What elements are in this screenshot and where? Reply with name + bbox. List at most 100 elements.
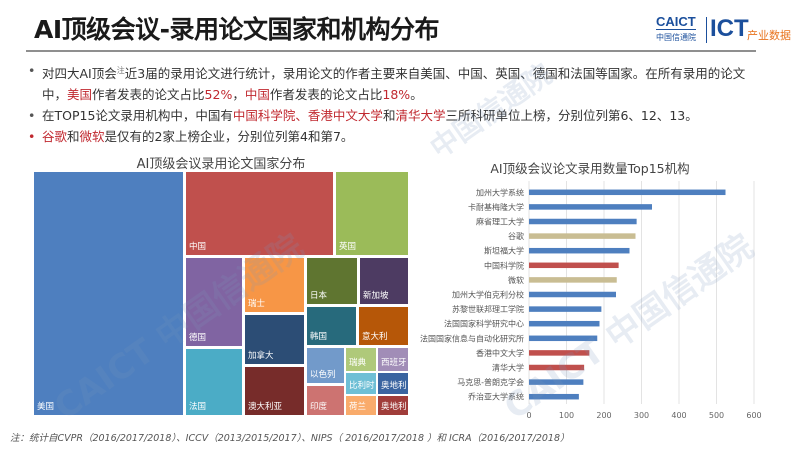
treemap-cell-label: 中国 xyxy=(189,242,207,252)
treemap-title: AI顶级会议录用论文国家分布 xyxy=(136,157,306,172)
bullet-text: 注 xyxy=(116,66,125,75)
bullet-item: 在TOP15论文录用机构中，中国有中国科学院、香港中文大学和清华大学三所科研单位… xyxy=(26,105,766,126)
bullet-text: 作者发表的论文占比 xyxy=(92,87,205,103)
treemap-cell-label: 荷兰 xyxy=(349,402,367,412)
bar xyxy=(529,306,602,312)
bar xyxy=(529,335,598,342)
treemap-cell: 日本 xyxy=(307,258,357,304)
highlight-text: 中国 xyxy=(244,87,270,103)
bar xyxy=(529,320,600,327)
y-category-label: 苏黎世联邦理工学院 xyxy=(452,304,524,314)
treemap-cell-label: 西班牙 xyxy=(381,358,407,368)
treemap-cell-label: 比利时 xyxy=(349,381,375,391)
treemap-cell: 以色列 xyxy=(307,348,344,383)
x-tick-label: 500 xyxy=(709,411,724,420)
bullet-text: 三所科研单位上榜，分别位列第6、12、13。 xyxy=(445,108,698,124)
treemap-cell: 奥地利 xyxy=(378,373,408,394)
bullet-text: 近3届的录用论文进行统计，录用论文的作者主要来自美国、中国、英国、德国和法国等国… xyxy=(42,66,746,103)
logo-ict-text: ICT xyxy=(710,15,749,42)
bar xyxy=(529,247,630,254)
treemap-cell: 荷兰 xyxy=(346,396,376,415)
y-category-label: 法国国家信息与自动化研究所 xyxy=(420,333,524,343)
treemap-cell: 英国 xyxy=(336,172,408,255)
bar xyxy=(529,350,590,356)
x-tick-label: 200 xyxy=(596,411,611,420)
bullet-text: 在TOP15论文录用机构中，中国有 xyxy=(42,108,233,124)
y-category-label: 麻省理工大学 xyxy=(476,217,524,227)
treemap-cell-label: 澳大利亚 xyxy=(248,402,283,412)
treemap-cell: 比利时 xyxy=(346,373,376,394)
bar xyxy=(529,291,616,298)
y-category-label: 微软 xyxy=(508,275,524,285)
highlight-text: 清华大学 xyxy=(395,108,446,124)
treemap-cell-label: 意大利 xyxy=(362,332,388,342)
treemap-cell-label: 加拿大 xyxy=(248,351,274,361)
bar xyxy=(529,189,726,196)
y-category-label: 马克思-普朗克学会 xyxy=(457,377,524,387)
bullet-text: 和 xyxy=(382,108,396,124)
logo-caict-text: CAICT xyxy=(656,14,696,30)
bar xyxy=(529,379,584,385)
treemap-cell: 瑞士 xyxy=(245,258,304,312)
y-category-label: 中国科学院 xyxy=(484,260,524,270)
treemap-cell-label: 韩国 xyxy=(310,332,328,342)
bullet-text: 。 xyxy=(410,87,423,103)
bar xyxy=(529,262,619,269)
highlight-text: 中国科学院、香港中文大学 xyxy=(232,108,383,124)
highlight-text: 谷歌 xyxy=(42,129,68,145)
treemap-cell-label: 日本 xyxy=(310,291,328,301)
x-tick-label: 600 xyxy=(746,411,761,420)
bar xyxy=(529,364,585,371)
bar xyxy=(529,218,637,225)
treemap-cell: 意大利 xyxy=(359,307,408,345)
summary-bullets: 对四大AI顶会注近3届的录用论文进行统计，录用论文的作者主要来自美国、中国、英国… xyxy=(26,60,766,147)
y-category-label: 谷歌 xyxy=(508,231,524,241)
bullet-item: 谷歌和微软是仅有的2家上榜企业，分别位列第4和第7。 xyxy=(26,126,766,147)
logo-divider xyxy=(706,17,707,43)
treemap-cell-label: 瑞典 xyxy=(349,358,367,368)
bullet-text: 是仅有的2家上榜企业，分别位列第4和第7。 xyxy=(104,129,354,145)
treemap-cell-label: 法国 xyxy=(189,402,207,412)
bar xyxy=(529,277,617,283)
y-category-label: 法国国家科学研究中心 xyxy=(444,319,524,329)
treemap-cell: 中国 xyxy=(186,172,333,255)
bar xyxy=(529,233,636,239)
treemap-cell: 澳大利亚 xyxy=(245,367,304,415)
x-tick-label: 0 xyxy=(526,411,531,420)
logo-industry-text: 产业数据 xyxy=(747,29,791,42)
treemap-cell: 印度 xyxy=(307,386,344,415)
y-category-label: 卡耐基梅隆大学 xyxy=(468,202,524,212)
treemap-cell: 西班牙 xyxy=(378,348,408,371)
treemap-cell-label: 英国 xyxy=(339,242,357,252)
bar xyxy=(529,204,652,210)
y-category-label: 斯坦福大学 xyxy=(484,246,524,256)
highlight-text: 18% xyxy=(382,87,411,103)
header-divider xyxy=(26,50,756,52)
y-category-label: 加州大学系统 xyxy=(476,187,524,197)
highlight-text: 52% xyxy=(204,87,233,103)
bullet-text: 作者发表的论文占比 xyxy=(269,87,383,103)
treemap-cell-label: 新加坡 xyxy=(363,291,389,301)
treemap-cell: 新加坡 xyxy=(360,258,408,304)
y-category-label: 清华大学 xyxy=(492,363,524,373)
y-category-label: 乔治亚大学系统 xyxy=(468,392,524,402)
treemap-cell: 加拿大 xyxy=(245,315,304,364)
treemap-cell-label: 奥地利 xyxy=(381,381,407,391)
treemap-cell: 美国 xyxy=(34,172,183,415)
bullet-text: 和 xyxy=(67,129,80,145)
treemap-cell: 奥地利 xyxy=(378,396,408,415)
highlight-text: 美国 xyxy=(67,87,93,103)
treemap-cell-label: 德国 xyxy=(189,333,207,343)
page-title: AI顶级会议-录用论文国家和机构分布 xyxy=(34,15,440,44)
bullet-item: 对四大AI顶会注近3届的录用论文进行统计，录用论文的作者主要来自美国、中国、英国… xyxy=(26,60,766,105)
footnote: 注：统计自CVPR（2016/2017/2018）、ICCV（2013/2015… xyxy=(10,433,570,444)
treemap-cell: 韩国 xyxy=(307,307,356,345)
bullet-text: 对四大AI顶会 xyxy=(42,66,117,82)
x-tick-label: 300 xyxy=(634,411,649,420)
treemap-cell-label: 美国 xyxy=(37,402,55,412)
treemap-cell-label: 印度 xyxy=(310,402,328,412)
treemap-cell-label: 瑞士 xyxy=(248,299,266,309)
bar-chart-title: AI顶级会议论文录用数量Top15机构 xyxy=(490,161,690,176)
bar xyxy=(529,393,579,400)
